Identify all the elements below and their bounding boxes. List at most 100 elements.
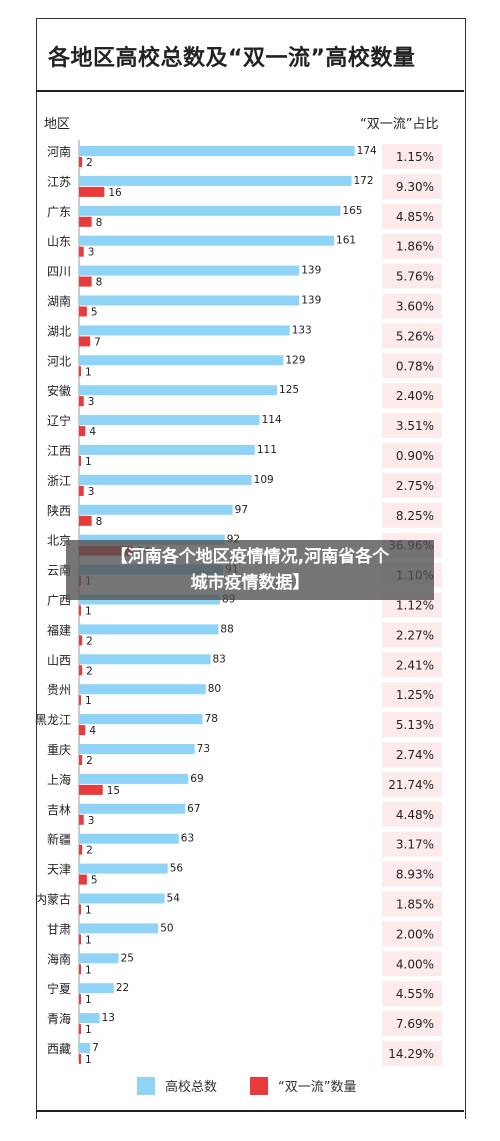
category-label-17: 山西 (47, 653, 71, 667)
label-double-first-class-10: 1 (85, 456, 92, 468)
bar-total-4 (79, 265, 300, 276)
bar-total-18 (79, 684, 206, 695)
label-double-first-class-25: 1 (85, 905, 92, 917)
category-label-10: 江西 (47, 444, 71, 458)
label-double-first-class-11: 3 (88, 486, 95, 498)
bar-total-27 (79, 953, 119, 964)
ratio-bg-8 (382, 383, 442, 409)
chart-title: 各地区高校总数及“双一流”高校数量 (48, 46, 416, 71)
label-total-24: 56 (170, 863, 184, 875)
bar-double-first-class-2 (79, 216, 92, 227)
ratio-bg-17 (382, 652, 442, 678)
label-double-first-class-30: 1 (85, 1054, 92, 1066)
bar-total-28 (79, 983, 114, 994)
ratio-value-24: 8.93% (396, 868, 434, 882)
label-double-first-class-3: 3 (88, 247, 95, 259)
ratio-bg-12 (382, 502, 442, 528)
ratio-bg-3 (382, 233, 442, 259)
label-total-11: 109 (254, 474, 274, 486)
category-label-15: 广西 (47, 594, 71, 608)
category-label-14: 云南 (47, 563, 71, 578)
label-total-2: 165 (342, 205, 362, 217)
bar-double-first-class-30 (79, 1054, 81, 1064)
ratio-value-29: 7.69% (396, 1017, 434, 1031)
region-column-header: 地区 (44, 117, 71, 132)
bottom-divider (36, 1110, 464, 1112)
bar-double-first-class-23 (79, 844, 83, 855)
ratio-bg-24 (382, 861, 442, 887)
ratio-value-21: 21.74% (388, 778, 434, 792)
category-label-6: 湖北 (47, 323, 71, 338)
category-label-28: 宁夏 (47, 981, 71, 996)
ratio-value-6: 5.26% (396, 329, 434, 343)
category-label-8: 安徽 (47, 383, 71, 398)
ratio-value-19: 5.13% (396, 718, 434, 732)
bar-total-16 (79, 624, 219, 635)
bar-total-8 (79, 385, 278, 396)
category-label-20: 重庆 (47, 743, 71, 757)
bar-double-first-class-19 (79, 725, 86, 736)
ratio-value-12: 8.25% (396, 509, 434, 523)
label-total-19: 78 (205, 713, 218, 725)
label-total-21: 69 (190, 773, 203, 785)
bar-total-29 (79, 1013, 100, 1024)
label-double-first-class-27: 1 (85, 964, 92, 976)
bar-total-30 (79, 1043, 91, 1053)
label-double-first-class-4: 8 (96, 277, 103, 289)
category-label-4: 四川 (47, 265, 71, 279)
label-total-27: 25 (121, 952, 134, 964)
label-double-first-class-17: 2 (86, 665, 93, 677)
bar-total-5 (79, 295, 300, 306)
bar-double-first-class-0 (79, 157, 83, 167)
ratio-value-5: 3.60% (396, 300, 434, 314)
ratio-value-1: 9.30% (396, 180, 434, 194)
label-total-9: 114 (262, 414, 282, 426)
label-double-first-class-16: 2 (86, 635, 93, 647)
ratio-bg-5 (382, 293, 442, 319)
label-total-20: 73 (197, 743, 210, 755)
category-label-0: 河南 (47, 144, 71, 159)
label-total-29: 13 (102, 1012, 115, 1024)
bar-total-12 (79, 504, 233, 515)
bar-double-first-class-17 (79, 665, 83, 676)
legend-label-double-first-class: “双一流”数量 (278, 1080, 357, 1095)
category-label-18: 贵州 (47, 683, 71, 697)
bar-double-first-class-3 (79, 246, 84, 257)
label-total-28: 22 (116, 982, 129, 994)
bar-double-first-class-4 (79, 276, 92, 287)
ratio-value-8: 2.40% (396, 389, 434, 403)
bar-double-first-class-20 (79, 755, 83, 765)
ratio-bg-25 (382, 891, 442, 917)
label-double-first-class-1: 16 (108, 187, 122, 199)
bar-double-first-class-28 (79, 994, 81, 1005)
bar-double-first-class-10 (79, 456, 81, 466)
label-total-10: 111 (257, 444, 277, 456)
legend-label-total: 高校总数 (165, 1080, 218, 1095)
bar-double-first-class-9 (79, 426, 86, 437)
bar-total-2 (79, 205, 341, 216)
label-total-16: 88 (220, 623, 233, 635)
label-double-first-class-6: 7 (94, 336, 101, 348)
ratio-value-4: 5.76% (396, 270, 434, 284)
ratio-bg-2 (382, 203, 442, 229)
label-total-4: 139 (301, 265, 321, 277)
label-total-18: 80 (208, 683, 221, 695)
bar-total-23 (79, 833, 179, 844)
ratio-value-23: 3.17% (396, 838, 434, 852)
bar-total-20 (79, 744, 195, 754)
ratio-bg-7 (382, 353, 442, 379)
ratio-value-27: 4.00% (396, 957, 434, 971)
bar-double-first-class-22 (79, 814, 84, 825)
label-double-first-class-8: 3 (88, 396, 95, 408)
bar-total-17 (79, 654, 211, 665)
ratio-bg-10 (382, 443, 442, 468)
label-total-8: 125 (279, 384, 299, 396)
label-total-6: 133 (292, 324, 312, 336)
category-label-3: 山东 (47, 235, 71, 249)
ratio-bg-1 (382, 173, 442, 199)
bar-double-first-class-11 (79, 485, 84, 496)
category-label-24: 天津 (47, 863, 71, 877)
label-double-first-class-29: 1 (85, 1024, 92, 1036)
ratio-bg-18 (382, 682, 442, 708)
label-double-first-class-0: 2 (86, 157, 93, 169)
